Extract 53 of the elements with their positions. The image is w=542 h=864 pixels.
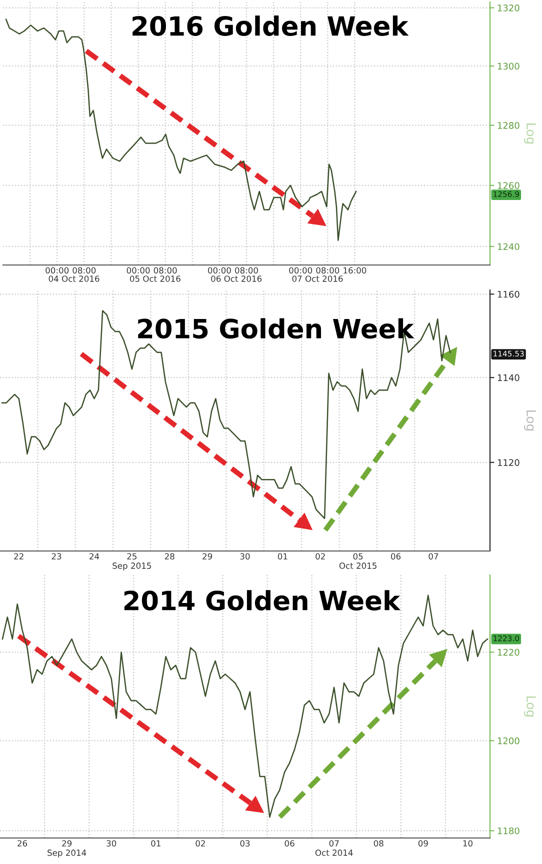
y-tick-label: 1300 <box>498 62 520 70</box>
x-tick-label: 26 <box>18 840 28 847</box>
x-tick-label: 01 <box>151 840 160 847</box>
chart-title: 2014 Golden Week <box>124 590 401 611</box>
chart-title: 2016 Golden Week <box>132 16 409 36</box>
x-tick-label: 09 <box>418 840 428 847</box>
x-tick-label: 29 <box>202 553 212 560</box>
x-tick-label: 06 <box>284 840 294 847</box>
text: 2015 Golden Week <box>138 318 414 339</box>
x2-tick-label: 07 Oct 2016 <box>292 276 343 282</box>
x2-tick-label: 05 Oct 2016 <box>130 276 180 282</box>
y-tick-label: 1240 <box>498 243 520 250</box>
x2-tick-label: 04 Oct 2016 <box>48 276 100 282</box>
x-tick-label: 06 <box>391 553 401 560</box>
x-tick-label: 10 <box>463 840 472 847</box>
y-axis-title: Log <box>524 124 536 144</box>
x-tick-label: 03 <box>240 840 250 847</box>
x-tick-label: 22 <box>14 553 24 560</box>
y-tick-label: 1140 <box>498 374 520 382</box>
x-tick-label: 08:00 <box>316 267 340 274</box>
x-tick-label: 30 <box>240 553 250 560</box>
y-tick-label: 1160 <box>498 290 520 298</box>
y-tick-label: 1260 <box>498 182 520 189</box>
x-tick-label: 00:00 <box>126 267 150 274</box>
x-tick-label: 07 <box>428 553 438 560</box>
x-tick-label: 01 <box>278 553 288 560</box>
x-tick-label: 02 <box>196 840 205 847</box>
x-tick-label: 02 <box>316 553 325 560</box>
y-tick-label: 1320 <box>498 4 520 12</box>
x-tick-label: 24 <box>90 553 100 560</box>
x2-tick-label: 06 Oct 2016 <box>211 276 262 282</box>
x-tick-label: 28 <box>164 553 174 560</box>
x-tick-label: 00:00 <box>289 267 312 274</box>
x-tick-label: 30 <box>106 840 116 847</box>
y-axis-title: Log <box>524 410 536 431</box>
y-tick-label: 1120 <box>498 459 520 466</box>
y-axis-title: Log <box>524 696 536 717</box>
x-tick-label: 00:00 <box>46 267 69 274</box>
x-tick-label: 08 <box>374 840 384 847</box>
y-tick-label: 1180 <box>498 827 520 834</box>
x-tick-label: 23 <box>52 553 62 560</box>
x-tick-label: 25 Sep 2015 <box>112 553 151 570</box>
x-tick-label: 08:00 <box>154 267 177 274</box>
y-tick-label: 1280 <box>498 122 520 129</box>
x-tick-label: 05 Oct 2015 <box>339 553 376 569</box>
y-tick-label: 1200 <box>498 737 520 744</box>
x-tick-label: 08:00 <box>72 267 96 274</box>
x-tick-label: 07 Oct 2014 <box>315 840 353 856</box>
x-tick-label: 00:00 <box>208 267 231 274</box>
x-tick-label: 16:00 <box>344 267 366 274</box>
x-tick-label: 29 Sep 2014 <box>48 840 86 858</box>
y-tick-label: 1220 <box>498 648 520 656</box>
x-tick-label: 08:00 <box>235 267 258 274</box>
